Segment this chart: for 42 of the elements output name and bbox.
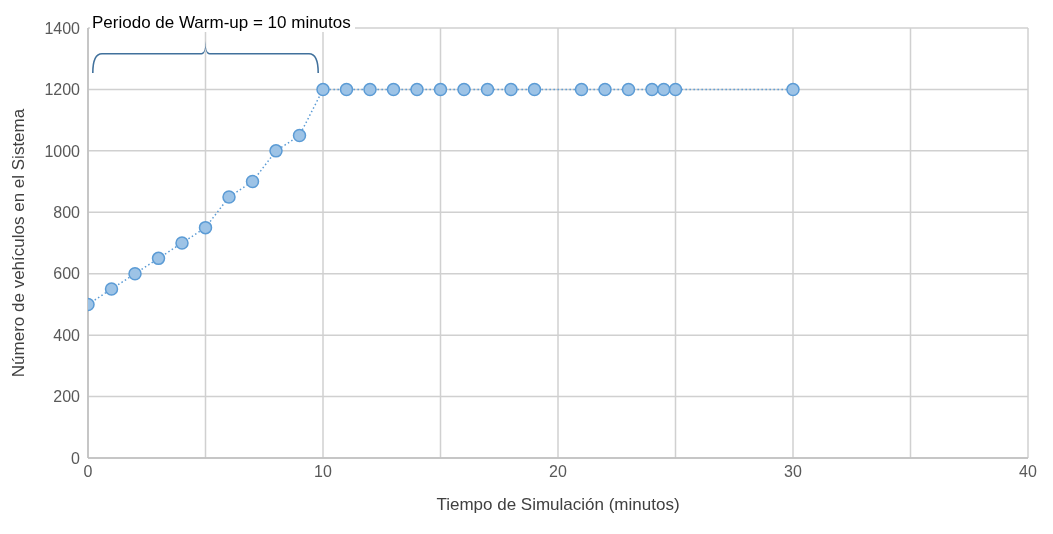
point bbox=[339, 82, 354, 97]
point bbox=[480, 82, 495, 97]
point bbox=[175, 236, 189, 250]
point bbox=[527, 82, 542, 97]
point bbox=[410, 82, 424, 97]
point bbox=[668, 82, 683, 97]
point bbox=[128, 266, 142, 281]
annotation: Periodo de Warm-up = 10 minutos bbox=[92, 13, 351, 32]
y-axis-title: Número de vehículos en el Sistema bbox=[9, 108, 29, 378]
point bbox=[269, 144, 283, 158]
x-tick-label: 10 bbox=[314, 463, 332, 481]
point bbox=[386, 82, 401, 97]
point bbox=[574, 82, 589, 97]
point bbox=[457, 82, 471, 97]
point bbox=[598, 82, 612, 97]
y-tick-label: 1000 bbox=[44, 142, 81, 160]
x-tick-label: 30 bbox=[784, 463, 802, 481]
point bbox=[645, 82, 659, 97]
y-tick-label: 600 bbox=[53, 265, 81, 283]
y-tick-label: 0 bbox=[71, 449, 81, 467]
x-tick-label: 20 bbox=[549, 463, 567, 481]
point bbox=[245, 174, 260, 189]
y-tick-label: 800 bbox=[53, 203, 81, 221]
point bbox=[316, 82, 330, 97]
x-axis-title: Tiempo de Simulación (minutos) bbox=[436, 495, 680, 514]
point bbox=[621, 82, 636, 97]
point bbox=[104, 282, 119, 296]
y-tick-label: 1400 bbox=[44, 19, 81, 37]
point bbox=[222, 190, 236, 204]
point bbox=[363, 82, 377, 97]
point bbox=[504, 82, 518, 97]
y-tick-label: 1200 bbox=[44, 81, 81, 99]
point bbox=[786, 82, 800, 97]
point bbox=[433, 82, 448, 97]
point bbox=[657, 82, 671, 97]
point bbox=[151, 251, 166, 266]
x-tick-label: 0 bbox=[83, 463, 93, 481]
y-tick-label: 400 bbox=[53, 326, 81, 344]
x-tick-label: 40 bbox=[1019, 463, 1037, 481]
y-tick-label: 200 bbox=[53, 388, 81, 406]
point bbox=[198, 220, 213, 235]
point bbox=[292, 128, 307, 143]
